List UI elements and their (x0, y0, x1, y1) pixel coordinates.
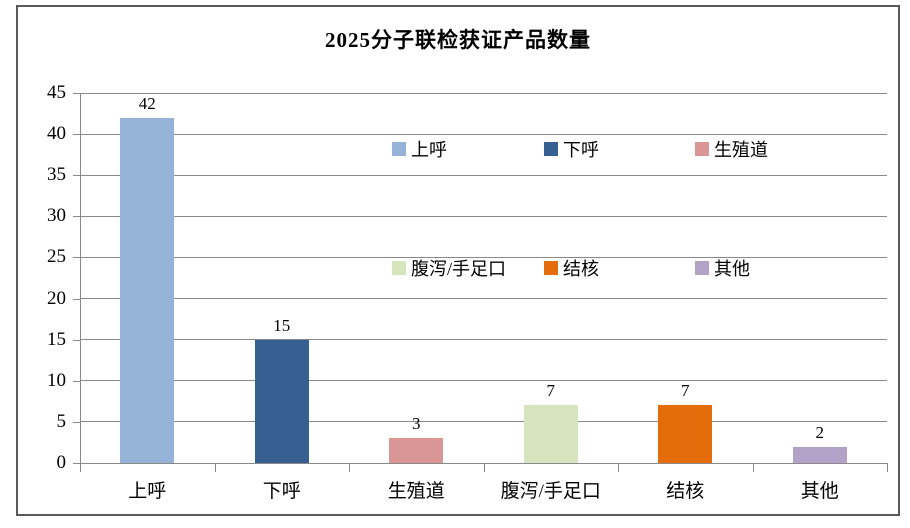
gridline-20 (80, 298, 887, 300)
category-label-1: 下呼 (262, 481, 301, 502)
y-axis-tick-35 (73, 175, 80, 177)
y-axis-tick-15 (73, 339, 80, 341)
y-axis-tick-45 (73, 93, 80, 94)
x-axis-line (80, 463, 888, 464)
legend-label-生殖道: 生殖道 (714, 140, 768, 160)
bar-3 (523, 405, 578, 463)
x-axis-tick-1 (214, 464, 216, 472)
gridline-30 (80, 215, 887, 217)
y-axis-tick-10 (73, 380, 80, 382)
legend-swatch-生殖道 (695, 142, 709, 156)
legend-swatch-其他 (695, 261, 709, 275)
x-axis-tick-5 (752, 464, 754, 472)
legend-label-结核: 结核 (563, 259, 599, 279)
legend-label-腹泻/手足口: 腹泻/手足口 (411, 259, 507, 279)
gridline-45 (80, 92, 887, 94)
legend-swatch-下呼 (544, 142, 558, 156)
legend-swatch-上呼 (392, 142, 406, 156)
y-axis-label-20: 20 (47, 287, 66, 309)
legend-item-腹泻/手足口: 腹泻/手足口 (392, 259, 506, 279)
chart-title: 2025分子联检获证产品数量 (325, 28, 591, 52)
bar-5 (792, 446, 847, 463)
y-axis-label-45: 45 (47, 82, 66, 103)
y-axis-tick-25 (73, 257, 80, 259)
category-label-4: 结核 (666, 481, 705, 502)
y-axis-tick-20 (73, 298, 80, 300)
y-axis-label-35: 35 (47, 164, 66, 186)
y-axis-tick-0 (73, 463, 80, 464)
bar-value-label-0: 42 (138, 93, 156, 113)
y-axis-label-0: 0 (56, 452, 67, 473)
bar-1 (254, 339, 309, 463)
x-axis-tick-0 (80, 464, 81, 472)
bar-4 (658, 405, 713, 463)
x-axis-tick-2 (349, 464, 350, 472)
legend-item-其他: 其他 (695, 259, 750, 279)
y-axis-label-10: 10 (47, 369, 66, 391)
gridline-15 (80, 339, 887, 341)
y-axis-label-15: 15 (47, 328, 66, 350)
y-axis-label-30: 30 (47, 205, 66, 227)
legend-label-其他: 其他 (714, 259, 750, 279)
gridline-40 (80, 133, 887, 135)
gridline-25 (80, 256, 887, 258)
y-axis-tick-40 (73, 134, 80, 136)
y-axis-label-5: 5 (56, 410, 67, 432)
legend-label-下呼: 下呼 (563, 140, 599, 160)
x-axis-tick-6 (887, 464, 888, 472)
y-axis-line (80, 93, 81, 463)
legend-item-生殖道: 生殖道 (695, 140, 768, 160)
legend-item-下呼: 下呼 (544, 140, 599, 160)
bar-2 (389, 438, 444, 463)
legend-label-上呼: 上呼 (411, 140, 447, 160)
gridline-10 (80, 380, 887, 382)
bar-0 (120, 117, 175, 463)
bar-value-label-2: 3 (412, 414, 421, 434)
y-axis-tick-5 (73, 421, 80, 423)
legend-swatch-腹泻/手足口 (392, 261, 406, 275)
y-axis-label-25: 25 (47, 246, 66, 268)
bar-value-label-4: 7 (681, 381, 690, 401)
bar-value-label-1: 15 (273, 315, 291, 335)
y-axis-tick-30 (73, 216, 80, 218)
legend-item-上呼: 上呼 (392, 140, 447, 160)
y-axis-label-40: 40 (47, 123, 66, 145)
bar-value-label-3: 7 (546, 381, 556, 401)
gridline-35 (80, 174, 887, 176)
category-label-0: 上呼 (128, 481, 167, 502)
x-axis-tick-3 (483, 464, 485, 472)
gridline-5 (80, 421, 887, 423)
x-axis-tick-4 (618, 464, 619, 472)
category-label-2: 生殖道 (387, 481, 445, 502)
legend-swatch-结核 (544, 261, 558, 275)
category-label-5: 其他 (800, 481, 839, 502)
legend-item-结核: 结核 (544, 259, 599, 279)
category-label-3: 腹泻/手足口 (500, 481, 601, 502)
bar-value-label-5: 2 (815, 422, 825, 442)
